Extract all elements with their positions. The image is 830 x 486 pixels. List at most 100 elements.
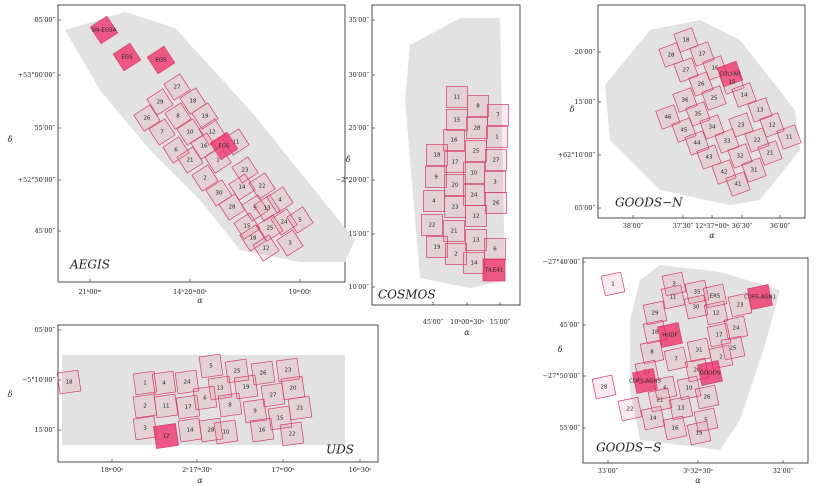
tile xyxy=(242,398,268,424)
tile-label: 22 xyxy=(429,223,436,229)
y-tick-label: 30′00″ xyxy=(349,71,370,79)
tile-label: 13 xyxy=(678,406,685,412)
tile xyxy=(662,415,688,441)
tile-label: 14 xyxy=(741,93,748,99)
tile xyxy=(465,140,487,162)
y-tick-label: 20′00″ xyxy=(575,48,596,56)
tile xyxy=(647,387,673,413)
tile xyxy=(686,337,712,363)
tile xyxy=(218,193,246,221)
tile-label: 18 xyxy=(250,236,257,242)
tile-label: 16 xyxy=(451,138,458,144)
x-tick-label: 45′00″ xyxy=(423,318,444,326)
y-tick-label: 05′00″ xyxy=(35,16,56,24)
tile xyxy=(591,374,617,400)
y-tick-label: 55′00″ xyxy=(35,124,56,132)
tile xyxy=(728,112,754,138)
tile-label: 41 xyxy=(735,182,742,188)
tile xyxy=(252,234,280,262)
tile-label: 26 xyxy=(493,201,500,207)
panel: 18 28 17 16 27 26 COLFAR 15 36 25 14 35 13 46 45 34 23 12… xyxy=(558,4,806,240)
x-tick-label: 36′00″ xyxy=(770,222,791,230)
tile xyxy=(444,174,466,196)
tile-label: 30 xyxy=(693,305,700,311)
tile-label: EGS xyxy=(218,144,230,150)
tile xyxy=(661,271,687,297)
tile-label: 22 xyxy=(259,184,266,190)
tile-label: 43 xyxy=(706,155,713,161)
tile xyxy=(465,205,487,227)
tile xyxy=(723,315,749,341)
x-tick-label: 14ʰ20ᵐ00ˢ xyxy=(173,288,207,296)
tile-label: 7 xyxy=(674,357,678,363)
tile xyxy=(260,382,286,408)
tile xyxy=(153,423,179,449)
y-tick-label: +52°50′00″ xyxy=(18,176,56,184)
tile-label: 15 xyxy=(244,224,251,230)
tile-label: 23 xyxy=(737,303,744,309)
tile-label: 24 xyxy=(281,220,288,226)
tile-label: 26 xyxy=(704,395,711,401)
tile xyxy=(176,118,204,146)
tile-label: EGS xyxy=(121,55,133,61)
tile xyxy=(207,375,233,401)
tile xyxy=(465,229,487,251)
tile xyxy=(716,60,744,88)
tile-label: 24 xyxy=(184,380,191,386)
tile-label: 3 xyxy=(672,282,676,288)
footprint xyxy=(405,18,505,288)
tile xyxy=(249,417,275,443)
tile-label: 8 xyxy=(650,350,654,356)
tile-label: 21 xyxy=(187,158,194,164)
tile-label: 27 xyxy=(174,85,181,91)
tile xyxy=(56,369,82,395)
tile-label: TILE41 xyxy=(484,268,504,274)
tile xyxy=(241,194,269,222)
panel-title: COSMOS xyxy=(378,288,436,302)
tile-label: 22 xyxy=(627,407,634,413)
tile xyxy=(446,109,468,131)
tile-label: 4 xyxy=(432,199,436,205)
tile xyxy=(151,370,177,396)
x-tick-label: 15′00″ xyxy=(490,318,511,326)
tile-label: 8 xyxy=(176,114,180,120)
tile xyxy=(286,206,314,234)
tile-label: 18 xyxy=(652,330,659,336)
x-tick-label: 3ʰ32ᵐ30ˢ xyxy=(683,467,713,475)
tile-label: 27 xyxy=(493,158,500,164)
x-axis-label: α xyxy=(464,328,470,337)
tile-label: 15 xyxy=(454,118,461,124)
tile-label: 25 xyxy=(267,226,274,232)
tile xyxy=(266,186,294,214)
tile xyxy=(192,385,218,411)
tile-label: 1 xyxy=(143,381,147,387)
tile-label: 13 xyxy=(217,386,224,392)
tile-label: 32 xyxy=(737,154,744,160)
tile-label: 25 xyxy=(234,369,241,375)
tile xyxy=(248,172,276,200)
tile-label: 13 xyxy=(473,238,480,244)
tile-label: 28 xyxy=(474,126,481,132)
tile-label: 33 xyxy=(724,139,731,145)
tile-label: 1 xyxy=(495,135,499,141)
tile-label: 23 xyxy=(285,368,292,374)
tile-label: 7 xyxy=(160,130,164,136)
tile xyxy=(706,322,732,348)
tile xyxy=(426,236,448,258)
tile-label: 9 xyxy=(434,175,438,181)
tile xyxy=(426,144,448,166)
tile-label: 20 xyxy=(452,183,459,189)
y-tick-label: 45′00″ xyxy=(560,321,581,329)
tile xyxy=(275,357,301,383)
tile-label: EGS xyxy=(155,58,167,64)
tile-label: 35 xyxy=(694,290,701,296)
tile xyxy=(176,146,204,174)
tile-label: 2 xyxy=(454,252,458,258)
tile xyxy=(256,214,284,242)
tile xyxy=(701,85,727,111)
tile-label: 26 xyxy=(144,116,151,122)
tile-label: 11 xyxy=(786,135,793,141)
tile-label: 42 xyxy=(721,170,728,176)
